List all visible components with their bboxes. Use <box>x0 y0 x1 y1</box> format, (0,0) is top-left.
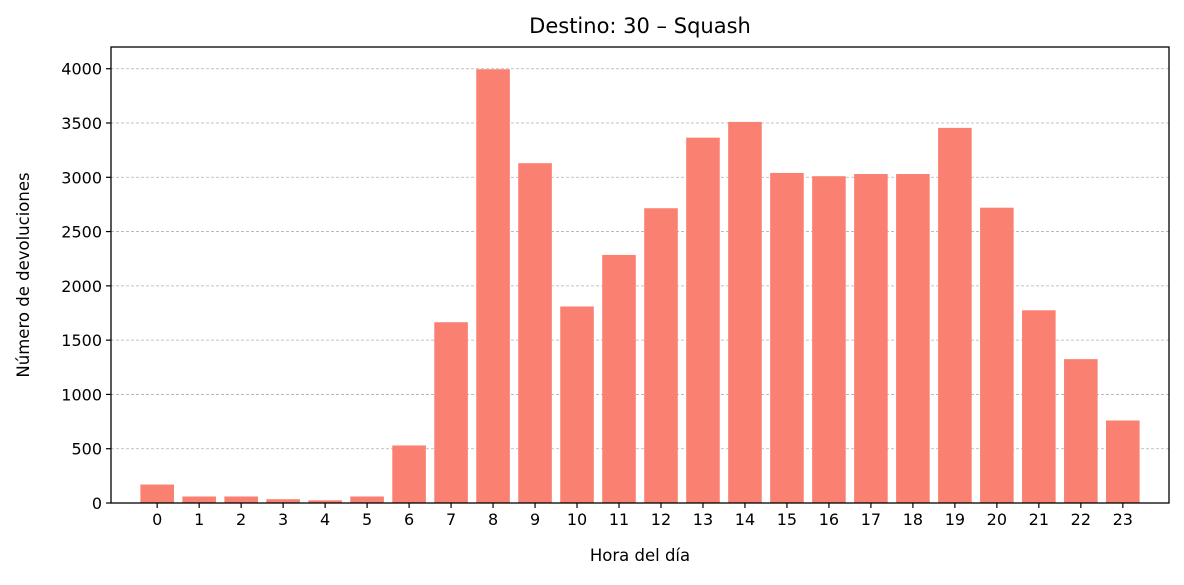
chart-title: Destino: 30 – Squash <box>529 14 751 38</box>
x-tick-label: 19 <box>945 510 965 529</box>
x-tick-label: 3 <box>278 510 288 529</box>
y-tick-label: 3000 <box>61 168 102 187</box>
x-tick-label: 16 <box>819 510 839 529</box>
x-tick-label: 0 <box>152 510 162 529</box>
x-tick-label: 21 <box>1029 510 1049 529</box>
x-tick-label: 8 <box>488 510 498 529</box>
x-tick-label: 23 <box>1113 510 1133 529</box>
bar-hour-13 <box>686 137 720 503</box>
x-tick-label: 13 <box>693 510 713 529</box>
x-tick-label: 11 <box>609 510 629 529</box>
y-tick-label: 500 <box>71 440 102 459</box>
x-tick-label: 10 <box>567 510 587 529</box>
y-tick-label: 2000 <box>61 277 102 296</box>
bar-hour-18 <box>896 174 930 503</box>
y-tick-label: 4000 <box>61 60 102 79</box>
x-tick-label: 5 <box>362 510 372 529</box>
x-axis-ticks: 0 1 2 3 4 5 6 7 8 9 10 11 12 13 14 15 16 17 18 19 20 21 22 23 <box>152 503 1133 529</box>
bar-hour-5 <box>350 496 384 503</box>
bar-hour-3 <box>266 499 300 503</box>
bar-hour-17 <box>854 174 888 503</box>
x-tick-label: 7 <box>446 510 456 529</box>
y-tick-label: 0 <box>92 494 102 513</box>
y-tick-label: 1500 <box>61 331 102 350</box>
x-tick-label: 15 <box>777 510 797 529</box>
bar-hour-2 <box>224 496 258 503</box>
bar-hour-8 <box>476 69 510 503</box>
x-tick-label: 14 <box>735 510 755 529</box>
bar-hour-22 <box>1064 359 1098 503</box>
bar-hour-10 <box>560 306 594 503</box>
y-tick-label: 3500 <box>61 114 102 133</box>
bar-hour-21 <box>1022 310 1056 503</box>
x-tick-label: 4 <box>320 510 330 529</box>
bar-hour-4 <box>308 500 342 503</box>
bar-hour-6 <box>392 445 426 503</box>
bar-hour-11 <box>602 254 636 503</box>
bar-hour-0 <box>140 484 174 503</box>
x-tick-label: 6 <box>404 510 414 529</box>
bar-hour-19 <box>938 127 972 503</box>
y-tick-label: 2500 <box>61 223 102 242</box>
plot-frame <box>110 46 1170 504</box>
bar-hour-23 <box>1106 420 1140 503</box>
x-tick-label: 12 <box>651 510 671 529</box>
bar-hour-9 <box>518 163 552 503</box>
y-axis-ticks: 0 500 1000 1500 2000 2500 3000 3500 4000 <box>61 60 111 513</box>
bar-hour-12 <box>644 208 678 503</box>
bars <box>140 69 1140 504</box>
x-axis-label: Hora del día <box>590 546 690 565</box>
x-tick-label: 17 <box>861 510 881 529</box>
x-tick-label: 1 <box>194 510 204 529</box>
bar-hour-1 <box>182 496 216 503</box>
x-tick-label: 18 <box>903 510 923 529</box>
bar-hour-14 <box>728 121 762 504</box>
y-tick-label: 1000 <box>61 385 102 404</box>
y-axis-label: Número de devoluciones <box>14 172 33 377</box>
bar-hour-16 <box>812 176 846 503</box>
x-tick-label: 20 <box>987 510 1007 529</box>
x-tick-label: 9 <box>530 510 540 529</box>
bar-hour-20 <box>980 207 1014 503</box>
x-tick-label: 2 <box>236 510 246 529</box>
x-tick-label: 22 <box>1071 510 1091 529</box>
bar-hour-15 <box>770 172 804 503</box>
bar-hour-7 <box>434 322 468 503</box>
